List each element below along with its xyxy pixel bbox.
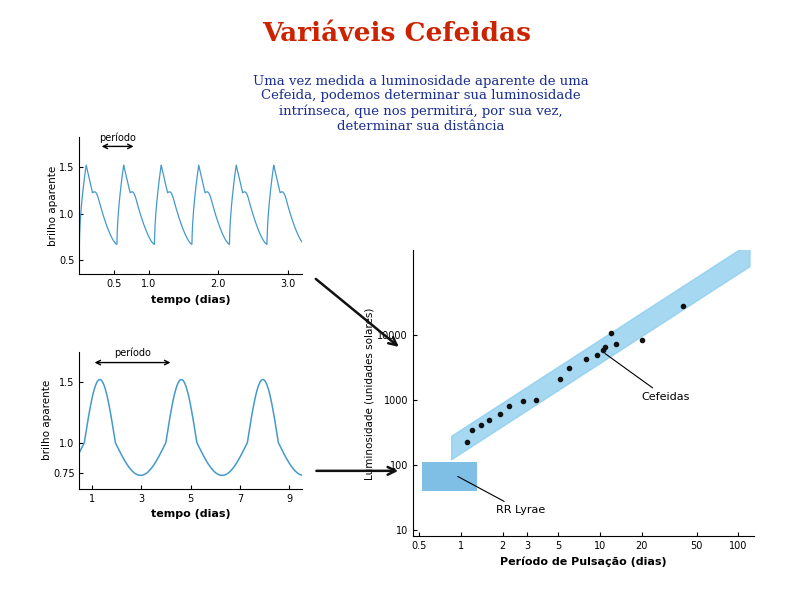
Point [635, 335, 648, 344]
Y-axis label: brilho aparente: brilho aparente [41, 380, 52, 460]
Point [493, 409, 506, 419]
X-axis label: tempo (dias): tempo (dias) [151, 294, 230, 305]
Text: Variáveis Cefeidas: Variáveis Cefeidas [263, 21, 531, 46]
Text: período: período [99, 132, 136, 142]
Text: período: período [114, 347, 151, 358]
Point [530, 395, 543, 405]
Point [483, 415, 495, 424]
Text: Cefeidas: Cefeidas [605, 353, 690, 402]
Point [461, 437, 473, 446]
Point [502, 401, 515, 411]
Point [590, 350, 603, 359]
Point [677, 301, 690, 311]
Point [563, 364, 576, 373]
Text: RR Lyrae: RR Lyrae [458, 476, 545, 516]
Point [609, 340, 622, 349]
Bar [422, 462, 477, 491]
Point [517, 397, 530, 406]
Text: Uma vez medida a luminosidade aparente de uma
Cefeida, podemos determinar sua lu: Uma vez medida a luminosidade aparente d… [253, 74, 588, 133]
Point [475, 420, 488, 429]
Point [599, 342, 612, 352]
Point [596, 346, 609, 355]
Y-axis label: brilho aparente: brilho aparente [48, 166, 58, 246]
Point [465, 426, 478, 435]
Point [554, 374, 567, 384]
Point [580, 355, 592, 364]
X-axis label: Período de Pulsação (dias): Período de Pulsação (dias) [500, 557, 667, 567]
X-axis label: tempo (dias): tempo (dias) [151, 509, 230, 519]
Y-axis label: Luminosidade (unidades solares): Luminosidade (unidades solares) [364, 307, 375, 480]
Point [604, 328, 617, 337]
